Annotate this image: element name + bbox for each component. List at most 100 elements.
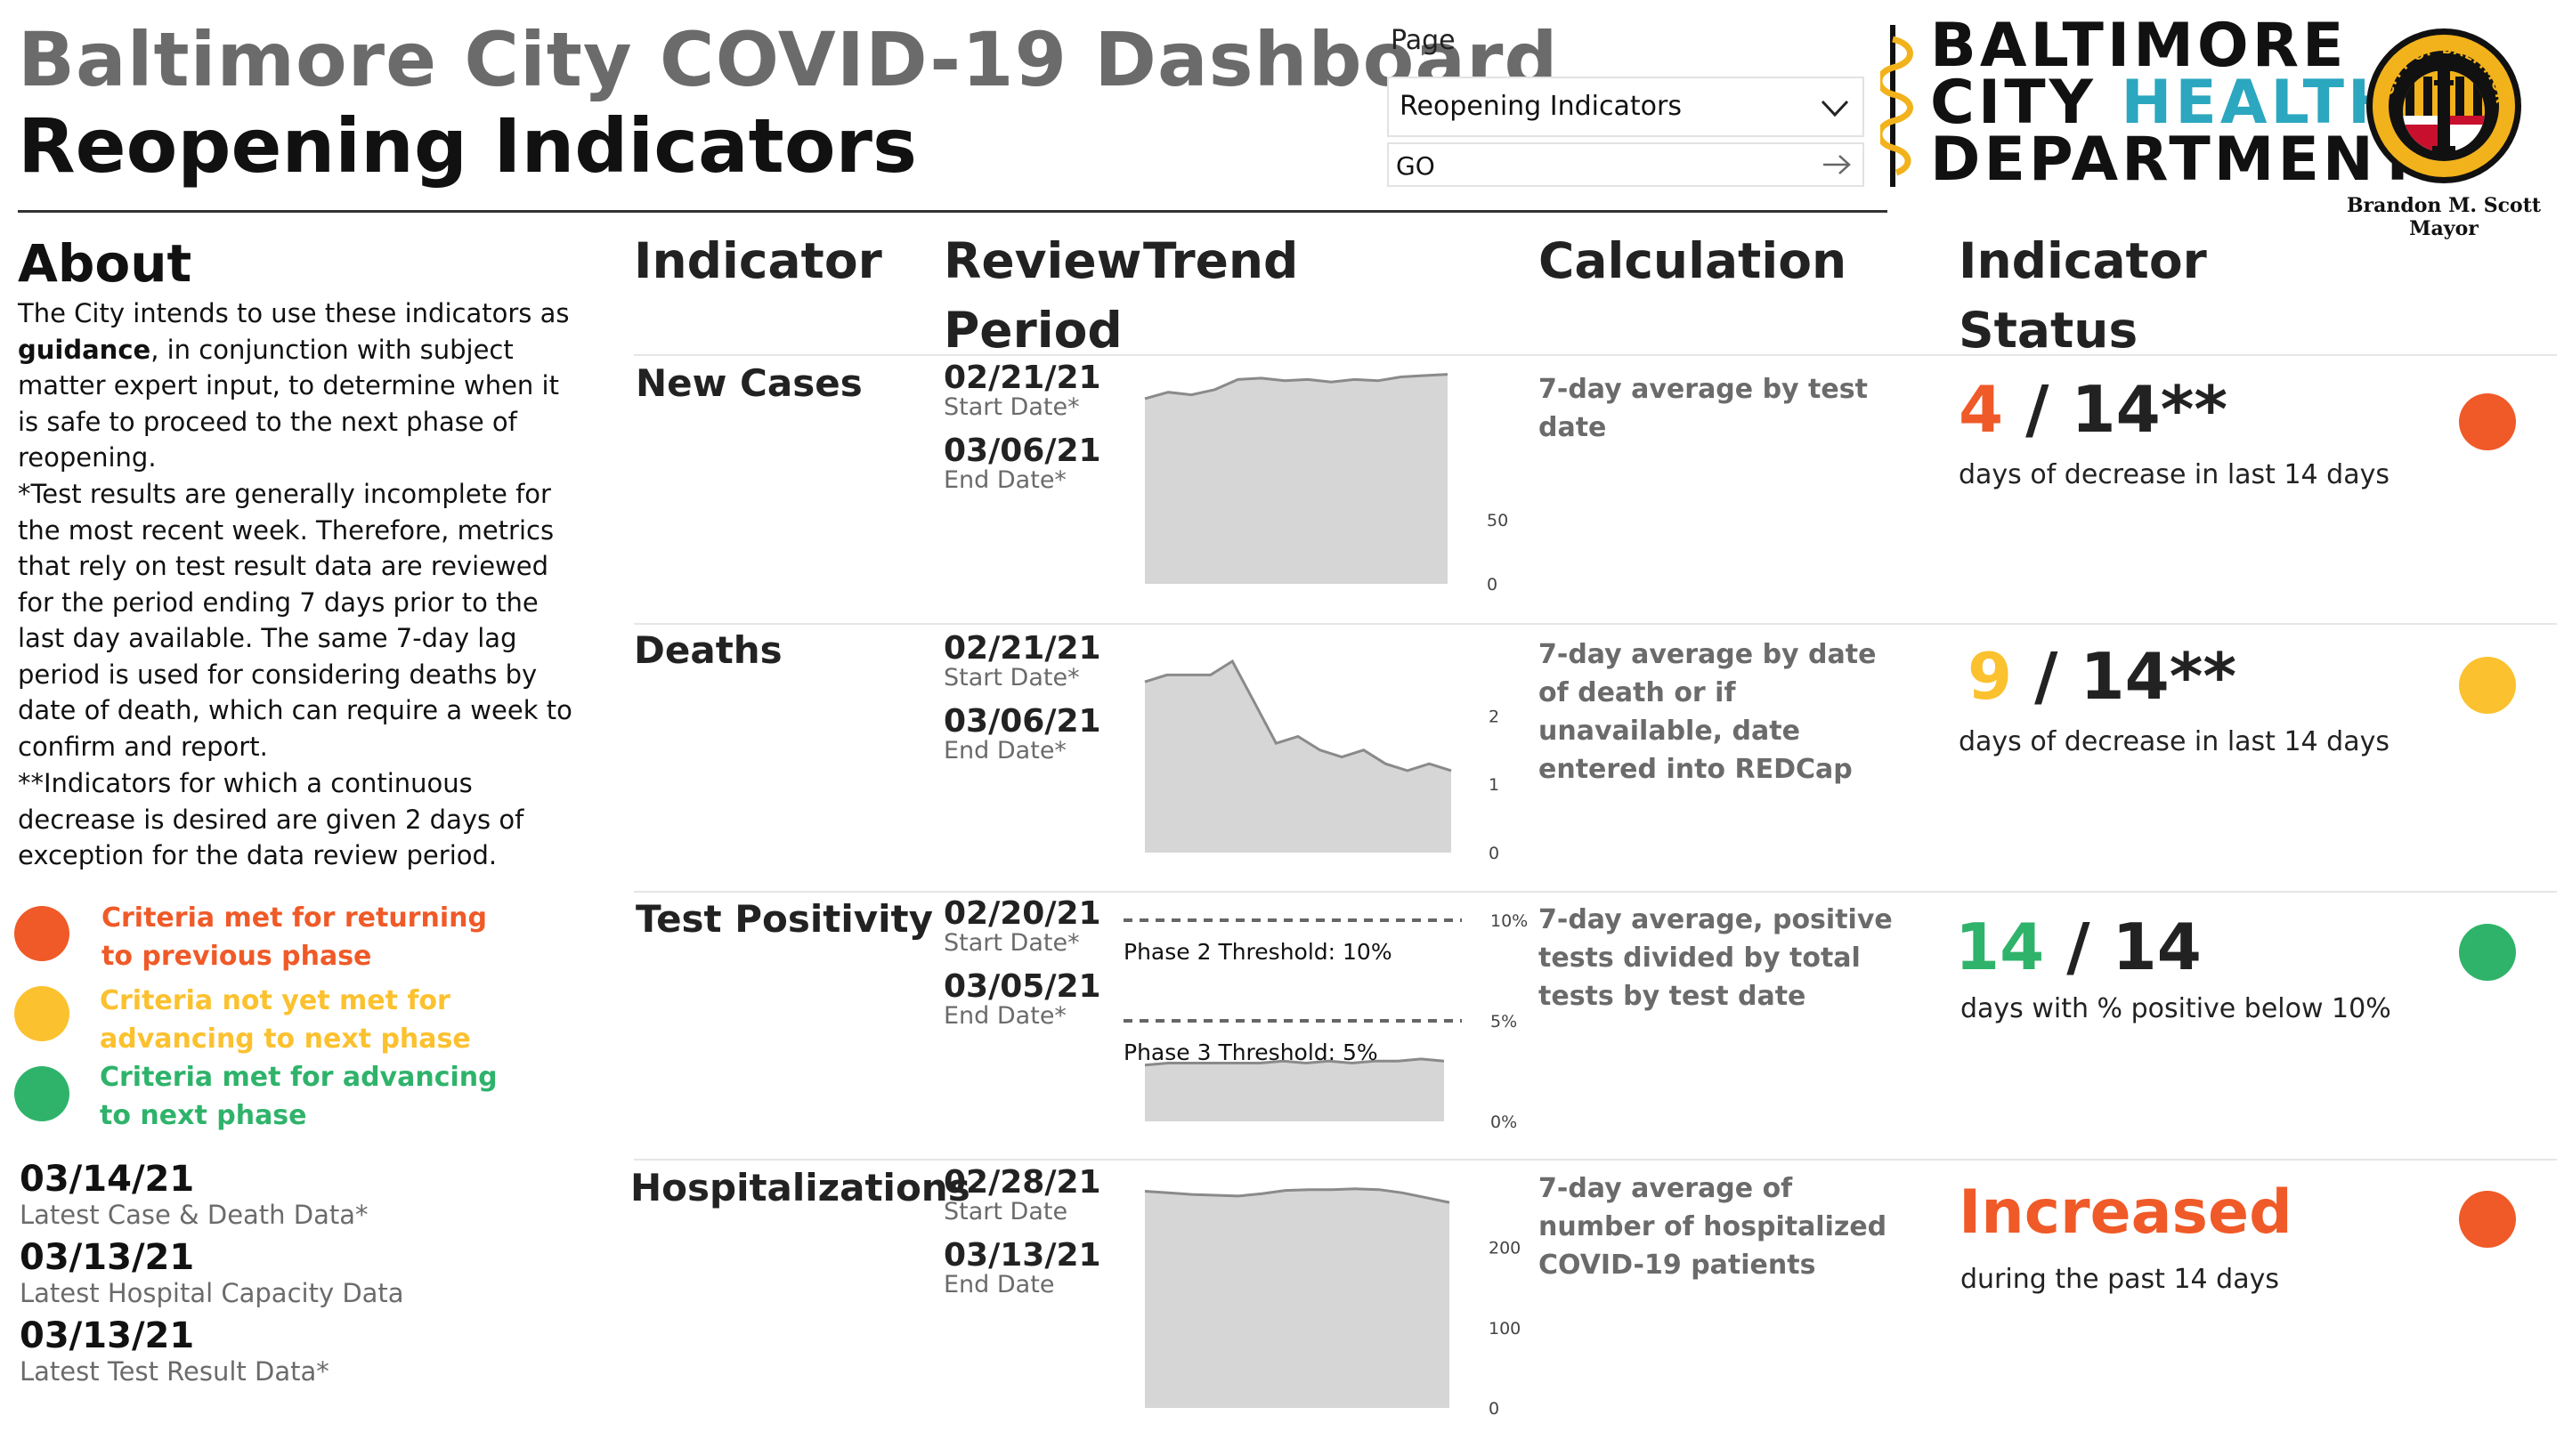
y-tick-label: 0 bbox=[1487, 575, 1497, 595]
new-cases-trend-chart: 50 0 bbox=[1144, 373, 1508, 595]
column-header-line: Status bbox=[1959, 302, 2138, 359]
trend-area bbox=[1145, 1188, 1449, 1408]
row-divider bbox=[634, 623, 2557, 625]
latest-hospital-label: Latest Hospital Capacity Data bbox=[20, 1278, 404, 1308]
latest-test-date: 03/13/21 bbox=[20, 1315, 195, 1356]
legend-dot-green bbox=[14, 1066, 69, 1121]
latest-case-death-label: Latest Case & Death Data* bbox=[20, 1200, 369, 1230]
review-end-label: End Date* bbox=[944, 466, 1067, 494]
go-button[interactable]: GO bbox=[1387, 142, 1864, 187]
column-header-indicator: Indicator bbox=[634, 232, 882, 289]
review-end-date: 03/06/21 bbox=[944, 703, 1101, 740]
y-tick-label: 100 bbox=[1489, 1319, 1521, 1339]
row-divider bbox=[634, 354, 2557, 356]
status-indicator-dot-red bbox=[2459, 1191, 2516, 1248]
review-start-label: Start Date* bbox=[944, 664, 1080, 692]
legend-text: Criteria not yet met for bbox=[100, 985, 450, 1016]
trend-line bbox=[1144, 1187, 1450, 1204]
indicator-name-new-cases: New Cases bbox=[636, 361, 863, 405]
test-positivity-trend-chart: Phase 2 Threshold: 10% Phase 3 Threshold:… bbox=[1124, 911, 1528, 1132]
about-paragraph-2: *Test results are generally incomplete f… bbox=[18, 479, 572, 762]
trend-area bbox=[1145, 374, 1448, 584]
caduceus-icon bbox=[1880, 25, 1913, 187]
logo-line-1: BALTIMORE bbox=[1930, 11, 2348, 81]
legend-dot-yellow bbox=[14, 986, 69, 1041]
about-paragraph-1: The City intends to use these indicators… bbox=[18, 295, 588, 476]
row-divider bbox=[634, 891, 2557, 893]
about-p1-start: The City intends to use these indicators… bbox=[18, 298, 570, 328]
legend-item-return: Criteria met for returning to previous p… bbox=[101, 899, 487, 975]
about-p1-bold: guidance bbox=[18, 334, 151, 365]
y-tick-label: 200 bbox=[1489, 1239, 1521, 1258]
legend-text: Criteria met for advancing bbox=[100, 1062, 498, 1093]
mayor-name: Brandon M. Scott bbox=[2346, 194, 2542, 217]
logo-line-2: CITY HEALTH bbox=[1930, 73, 2422, 133]
calculation-test-positivity: 7-day average, positive tests divided by… bbox=[1538, 904, 1893, 1012]
latest-case-death-date: 03/14/21 bbox=[20, 1159, 195, 1200]
y-tick-label: 0% bbox=[1490, 1112, 1517, 1132]
page-title: Reopening Indicators bbox=[18, 102, 917, 190]
review-end-label: End Date* bbox=[944, 737, 1067, 764]
status-count: Increased bbox=[1959, 1177, 2292, 1248]
y-tick-label: 5% bbox=[1490, 1012, 1517, 1031]
mayor-credit: Brandon M. Scott Mayor bbox=[2333, 194, 2555, 240]
review-start-date: 02/20/21 bbox=[944, 895, 1101, 932]
review-start-label: Start Date* bbox=[944, 929, 1080, 957]
legend-item-not-yet: Criteria not yet met for advancing to ne… bbox=[100, 982, 471, 1058]
y-tick-label: 50 bbox=[1487, 511, 1508, 530]
review-end-label: End Date bbox=[944, 1271, 1055, 1298]
legend-text: to next phase bbox=[100, 1100, 307, 1131]
trend-line bbox=[1144, 1057, 1445, 1067]
review-end-date: 03/06/21 bbox=[944, 433, 1101, 469]
threshold-label: Phase 3 Threshold: 5% bbox=[1124, 1039, 1378, 1065]
review-start-date: 02/28/21 bbox=[944, 1164, 1101, 1201]
review-end-date: 03/13/21 bbox=[944, 1237, 1101, 1274]
indicator-name-deaths: Deaths bbox=[634, 628, 783, 672]
column-header-trend: Trend bbox=[1143, 232, 1299, 289]
legend-text: advancing to next phase bbox=[100, 1023, 471, 1055]
logo-word-city: CITY bbox=[1930, 68, 2122, 138]
logo-line-3: DEPARTMENT bbox=[1930, 125, 2422, 195]
threshold-label: Phase 2 Threshold: 10% bbox=[1124, 939, 1392, 965]
review-end-label: End Date* bbox=[944, 1002, 1067, 1030]
y-tick-label: 2 bbox=[1489, 707, 1499, 726]
dashboard-title: Baltimore City COVID-19 Dashboard bbox=[18, 16, 1559, 103]
about-p1-end: , in conjunction with subject matter exp… bbox=[18, 334, 559, 473]
mayor-title: Mayor bbox=[2409, 217, 2479, 240]
about-paragraph-3: **Indicators for which a continuous decr… bbox=[18, 768, 524, 870]
status-value-hospitalizations: Increased bbox=[1959, 1173, 2292, 1248]
legend-item-advance: Criteria met for advancing to next phase bbox=[100, 1058, 498, 1135]
go-button-label: GO bbox=[1396, 151, 1435, 181]
deaths-trend-chart: 2 1 0 bbox=[1144, 659, 1499, 863]
review-start-date: 02/21/21 bbox=[944, 360, 1101, 396]
hospitalizations-trend-chart: 200 100 0 bbox=[1144, 1187, 1521, 1419]
status-description: days of decrease in last 14 days bbox=[1959, 459, 2390, 490]
status-indicator-dot-green bbox=[2459, 924, 2516, 981]
legend-dot-red bbox=[14, 906, 69, 961]
arrow-right-icon bbox=[1823, 155, 1851, 174]
status-value-test-positivity: 14 / 14 bbox=[1955, 910, 2202, 984]
page-select-value: Reopening Indicators bbox=[1400, 91, 1682, 122]
legend-text: Criteria met for returning bbox=[101, 902, 487, 934]
latest-test-label: Latest Test Result Data* bbox=[20, 1356, 329, 1387]
status-total: / 14 bbox=[2044, 910, 2202, 984]
trend-area bbox=[1145, 661, 1451, 853]
about-heading: About bbox=[18, 233, 192, 294]
indicator-name-hospitalizations: Hospitalizations bbox=[630, 1166, 970, 1209]
calculation-deaths: 7-day average by date of death or if una… bbox=[1538, 639, 1877, 785]
y-tick-label: 10% bbox=[1490, 911, 1528, 931]
y-tick-label: 0 bbox=[1489, 844, 1499, 863]
column-header-line: Period bbox=[944, 302, 1123, 359]
status-count: 14 bbox=[1955, 910, 2045, 984]
column-header-status: Indicator Status bbox=[1959, 226, 2207, 365]
status-description: days with % positive below 10% bbox=[1960, 993, 2391, 1024]
status-indicator-dot-yellow bbox=[2459, 657, 2516, 714]
column-header-line: Review bbox=[944, 232, 1142, 289]
calculation-hospitalizations: 7-day average of number of hospitalized … bbox=[1538, 1173, 1887, 1281]
page-select-dropdown[interactable]: Reopening Indicators bbox=[1387, 77, 1864, 137]
page-selector-label: Page bbox=[1391, 25, 1456, 56]
status-count: 9 bbox=[1968, 639, 2013, 714]
logo-word-health: HEALTH bbox=[2121, 68, 2402, 138]
indicator-name-test-positivity: Test Positivity bbox=[636, 897, 933, 941]
review-start-date: 02/21/21 bbox=[944, 630, 1101, 667]
